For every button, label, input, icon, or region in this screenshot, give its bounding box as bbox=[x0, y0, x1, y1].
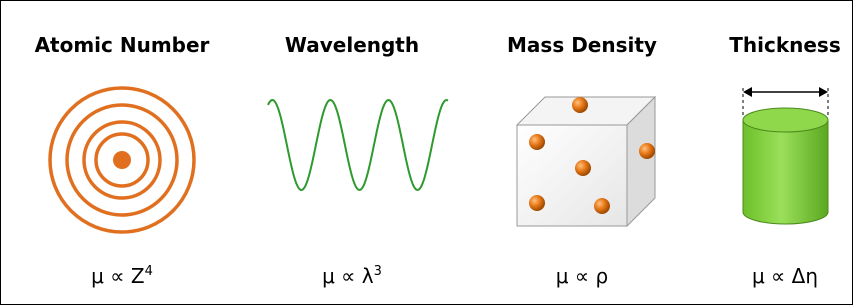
panel-title: Mass Density bbox=[507, 33, 657, 57]
formula: μ ∝ Z4 bbox=[91, 264, 153, 288]
formula-base: μ ∝ λ bbox=[322, 264, 374, 288]
wave-icon bbox=[268, 100, 448, 190]
formula-exponent: 3 bbox=[374, 264, 382, 279]
formula-base: μ ∝ Z bbox=[91, 264, 144, 288]
atom-icon bbox=[50, 88, 194, 232]
panel-title: Thickness bbox=[729, 33, 841, 57]
formula: μ ∝ Δη bbox=[752, 264, 818, 288]
formula-exponent: 4 bbox=[145, 264, 153, 279]
formula: μ ∝ λ3 bbox=[322, 264, 382, 288]
panel-title: Atomic Number bbox=[35, 33, 210, 57]
formula-base: μ ∝ ρ bbox=[556, 264, 608, 288]
cube-icon bbox=[517, 97, 655, 226]
cylinder-icon bbox=[743, 87, 828, 224]
formula-base: μ ∝ Δη bbox=[752, 264, 818, 288]
diagram: Atomic Number μ ∝ Z4 Wavelength μ ∝ λ3 Mass … bbox=[0, 0, 853, 305]
formula: μ ∝ ρ bbox=[556, 264, 608, 288]
panel-title: Wavelength bbox=[285, 33, 419, 57]
